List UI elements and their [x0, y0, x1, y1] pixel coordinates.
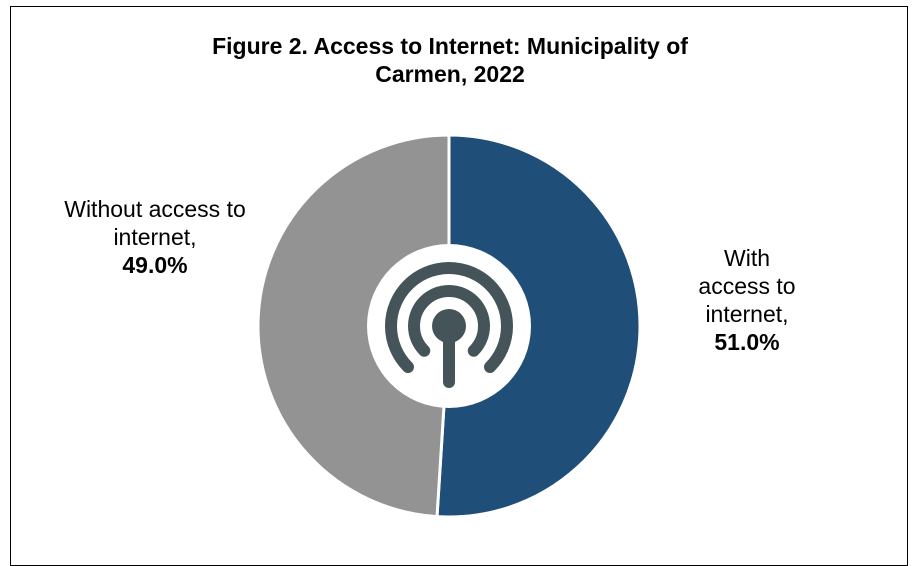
chart-title-line-2: Carmen, 2022: [375, 61, 525, 87]
slice-label-without-access: Without access to internet, 49.0%: [20, 195, 290, 279]
slice-label-with-line-2: access to: [698, 273, 796, 299]
pie-chart: [256, 133, 642, 519]
pie-slice-with-access: [435, 133, 642, 519]
slice-value-with-access: 51.0%: [714, 329, 780, 355]
chart-title-line-1: Figure 2. Access to Internet: Municipali…: [212, 33, 688, 59]
slice-label-with-access: With access to internet, 51.0%: [672, 244, 822, 356]
chart-title: Figure 2. Access to Internet: Municipali…: [110, 32, 790, 88]
slice-label-without-line-2: internet,: [113, 224, 197, 250]
slice-label-with-line-1: With: [724, 245, 770, 271]
slice-label-without-line-1: Without access to: [64, 196, 246, 222]
slice-label-with-line-3: internet,: [705, 301, 789, 327]
broadcast-signal-icon: [367, 244, 531, 408]
slice-value-without-access: 49.0%: [122, 252, 188, 278]
pie-slice-without-access: [256, 133, 451, 519]
